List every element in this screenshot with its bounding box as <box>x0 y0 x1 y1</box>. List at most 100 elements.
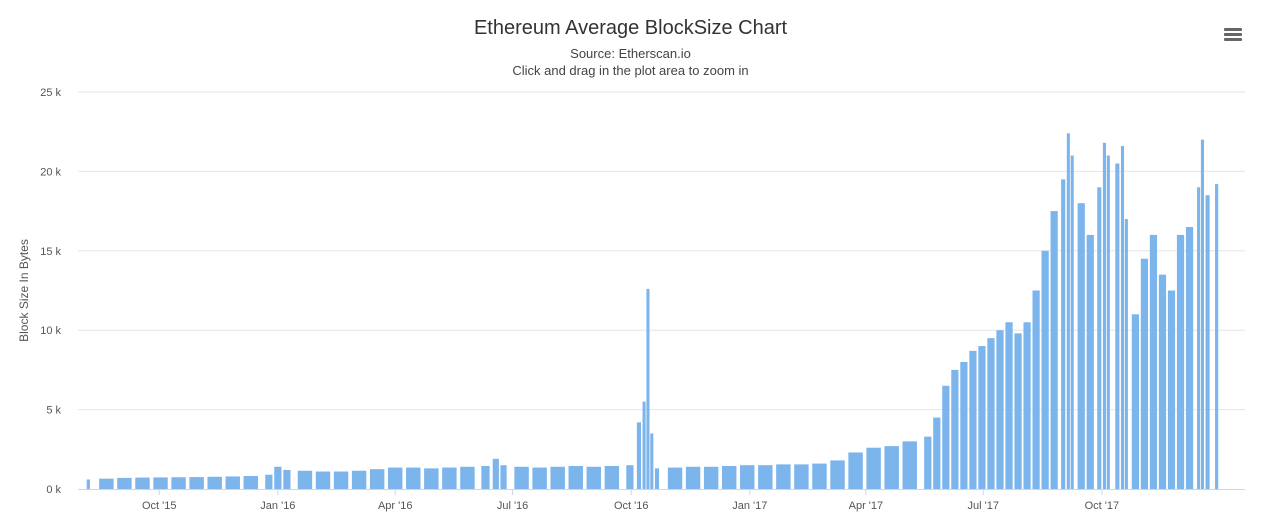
bar[interactable] <box>1041 250 1049 489</box>
zoom-hint: Click and drag in the plot area to zoom … <box>512 63 749 78</box>
bar[interactable] <box>550 466 565 489</box>
bar[interactable] <box>646 288 650 489</box>
bar[interactable] <box>1140 258 1149 489</box>
bar[interactable] <box>812 463 827 489</box>
bar[interactable] <box>1167 290 1176 490</box>
bar[interactable] <box>1050 211 1058 489</box>
bar[interactable] <box>1086 234 1094 489</box>
bar[interactable] <box>1115 163 1120 489</box>
bar[interactable] <box>351 470 367 489</box>
bar[interactable] <box>500 465 507 489</box>
bar[interactable] <box>703 466 719 489</box>
bar[interactable] <box>951 369 959 489</box>
bar[interactable] <box>1102 142 1106 490</box>
bar[interactable] <box>848 452 863 489</box>
bar[interactable] <box>171 477 186 489</box>
x-axis: Oct '15 Jan '16 Apr '16 Jul '16 Oct '16 Jan '… <box>78 489 1245 512</box>
bar[interactable] <box>274 466 282 489</box>
bar[interactable] <box>667 467 683 489</box>
bar[interactable] <box>626 465 634 489</box>
bar[interactable] <box>532 467 547 489</box>
bar[interactable] <box>978 346 986 489</box>
bar[interactable] <box>117 477 132 489</box>
chart-subtitle: Source: Etherscan.io <box>570 46 691 61</box>
bar[interactable] <box>207 476 222 489</box>
bar[interactable] <box>1061 179 1066 489</box>
bar[interactable] <box>424 468 439 489</box>
bar[interactable] <box>387 467 403 489</box>
bar[interactable] <box>1032 290 1040 490</box>
bar[interactable] <box>969 350 977 489</box>
bar[interactable] <box>866 447 881 489</box>
bar[interactable] <box>86 479 90 489</box>
bar[interactable] <box>1185 226 1194 490</box>
bar[interactable] <box>1124 219 1128 490</box>
bar[interactable] <box>960 361 968 489</box>
bar[interactable] <box>333 471 349 489</box>
bar[interactable] <box>1014 333 1022 489</box>
bar[interactable] <box>189 477 204 489</box>
bar[interactable] <box>1077 203 1085 489</box>
chart-menu-button[interactable] <box>1220 24 1246 46</box>
bar[interactable] <box>1005 322 1013 489</box>
bar[interactable] <box>740 465 755 489</box>
bar[interactable] <box>942 385 950 489</box>
bar[interactable] <box>1176 234 1185 489</box>
bar[interactable] <box>369 469 385 489</box>
bar[interactable] <box>460 466 475 489</box>
bar[interactable] <box>406 467 421 489</box>
bar[interactable] <box>642 401 646 489</box>
bar[interactable] <box>1215 184 1219 489</box>
bar[interactable] <box>1205 195 1210 489</box>
x-tick-label: Apr '16 <box>378 500 413 512</box>
bar[interactable] <box>987 338 995 489</box>
bar[interactable] <box>283 469 291 489</box>
bar[interactable] <box>604 465 620 489</box>
bar[interactable] <box>636 422 641 489</box>
y-tick-label: 10 k <box>40 325 61 337</box>
bar[interactable] <box>153 477 168 489</box>
bars <box>86 133 1219 490</box>
bar[interactable] <box>586 466 602 489</box>
y-tick-label: 15 k <box>40 246 61 258</box>
bar[interactable] <box>1200 139 1204 489</box>
bar[interactable] <box>514 466 529 489</box>
bar[interactable] <box>650 433 654 489</box>
bar[interactable] <box>243 475 259 489</box>
bar[interactable] <box>1158 274 1167 489</box>
bar[interactable] <box>884 446 899 489</box>
bar[interactable] <box>99 478 114 489</box>
bar[interactable] <box>776 464 791 489</box>
bar[interactable] <box>1120 145 1125 489</box>
x-tick-label: Jan '17 <box>732 500 767 512</box>
bar[interactable] <box>902 441 917 489</box>
bar[interactable] <box>297 470 313 489</box>
bar[interactable] <box>1149 234 1158 489</box>
bar[interactable] <box>265 474 273 489</box>
bar[interactable] <box>794 464 809 489</box>
x-tick-label: Apr '17 <box>849 500 884 512</box>
bar[interactable] <box>830 460 845 489</box>
bar[interactable] <box>1097 187 1102 489</box>
bar[interactable] <box>315 471 331 489</box>
bar[interactable] <box>1070 155 1074 489</box>
bar[interactable] <box>1131 314 1140 489</box>
bar[interactable] <box>442 467 457 489</box>
bar[interactable] <box>1066 133 1070 489</box>
bar[interactable] <box>654 468 660 489</box>
bar[interactable] <box>135 477 150 489</box>
bar[interactable] <box>685 466 701 489</box>
bar[interactable] <box>924 436 932 489</box>
bar[interactable] <box>1023 322 1031 489</box>
bar[interactable] <box>1106 155 1110 489</box>
bar[interactable] <box>568 465 583 489</box>
bar[interactable] <box>1197 187 1201 489</box>
bar[interactable] <box>481 465 490 489</box>
bar[interactable] <box>996 330 1004 489</box>
bar[interactable] <box>225 476 240 489</box>
bar[interactable] <box>933 417 941 489</box>
bar[interactable] <box>721 465 737 489</box>
bar[interactable] <box>758 465 773 489</box>
bar[interactable] <box>492 458 499 489</box>
